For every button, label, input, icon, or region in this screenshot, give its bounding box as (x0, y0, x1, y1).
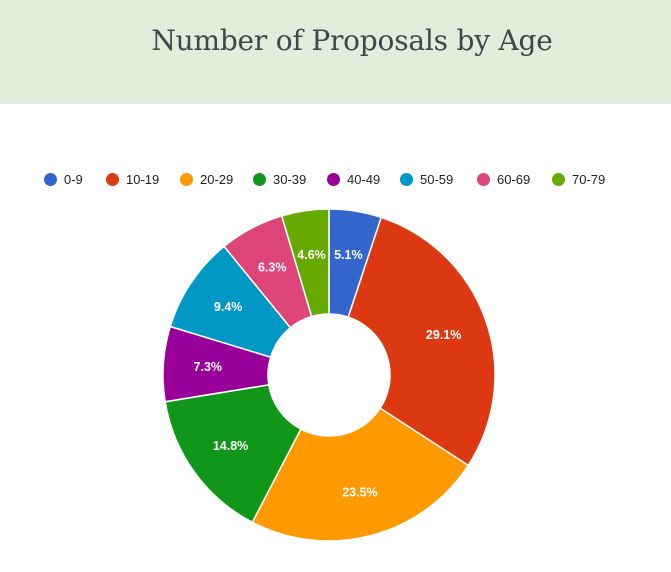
title-banner: Number of Proposals by Age (0, 0, 671, 104)
legend-label: 70-79 (572, 172, 606, 187)
legend-swatch (106, 173, 119, 186)
legend-label: 50-59 (420, 172, 454, 187)
chart-title: Number of Proposals by Age (151, 24, 553, 57)
legend-label: 30-39 (273, 172, 307, 187)
legend-label: 20-29 (200, 172, 234, 187)
legend-swatch (44, 173, 57, 186)
slice-value-label: 9.4% (214, 300, 243, 314)
slice-30-39[interactable] (164, 383, 302, 524)
slice-value-label: 4.6% (297, 248, 326, 262)
legend-swatch (400, 173, 413, 186)
legend-swatch (477, 173, 490, 186)
legend-label: 10-19 (126, 172, 160, 187)
slice-value-label: 23.5% (342, 485, 377, 499)
legend-swatch (552, 173, 565, 186)
donut-hole (268, 314, 390, 436)
legend-swatch (180, 173, 193, 186)
legend-swatch (253, 173, 266, 186)
legend-label: 60-69 (497, 172, 531, 187)
slice-value-label: 29.1% (426, 328, 461, 342)
slice-value-label: 6.3% (258, 261, 287, 275)
slice-value-label: 5.1% (334, 248, 363, 262)
legend-label: 0-9 (64, 172, 83, 187)
legend-label: 40-49 (347, 172, 381, 187)
slice-value-label: 7.3% (194, 360, 223, 374)
slice-value-label: 14.8% (213, 439, 248, 453)
legend-swatch (327, 173, 340, 186)
